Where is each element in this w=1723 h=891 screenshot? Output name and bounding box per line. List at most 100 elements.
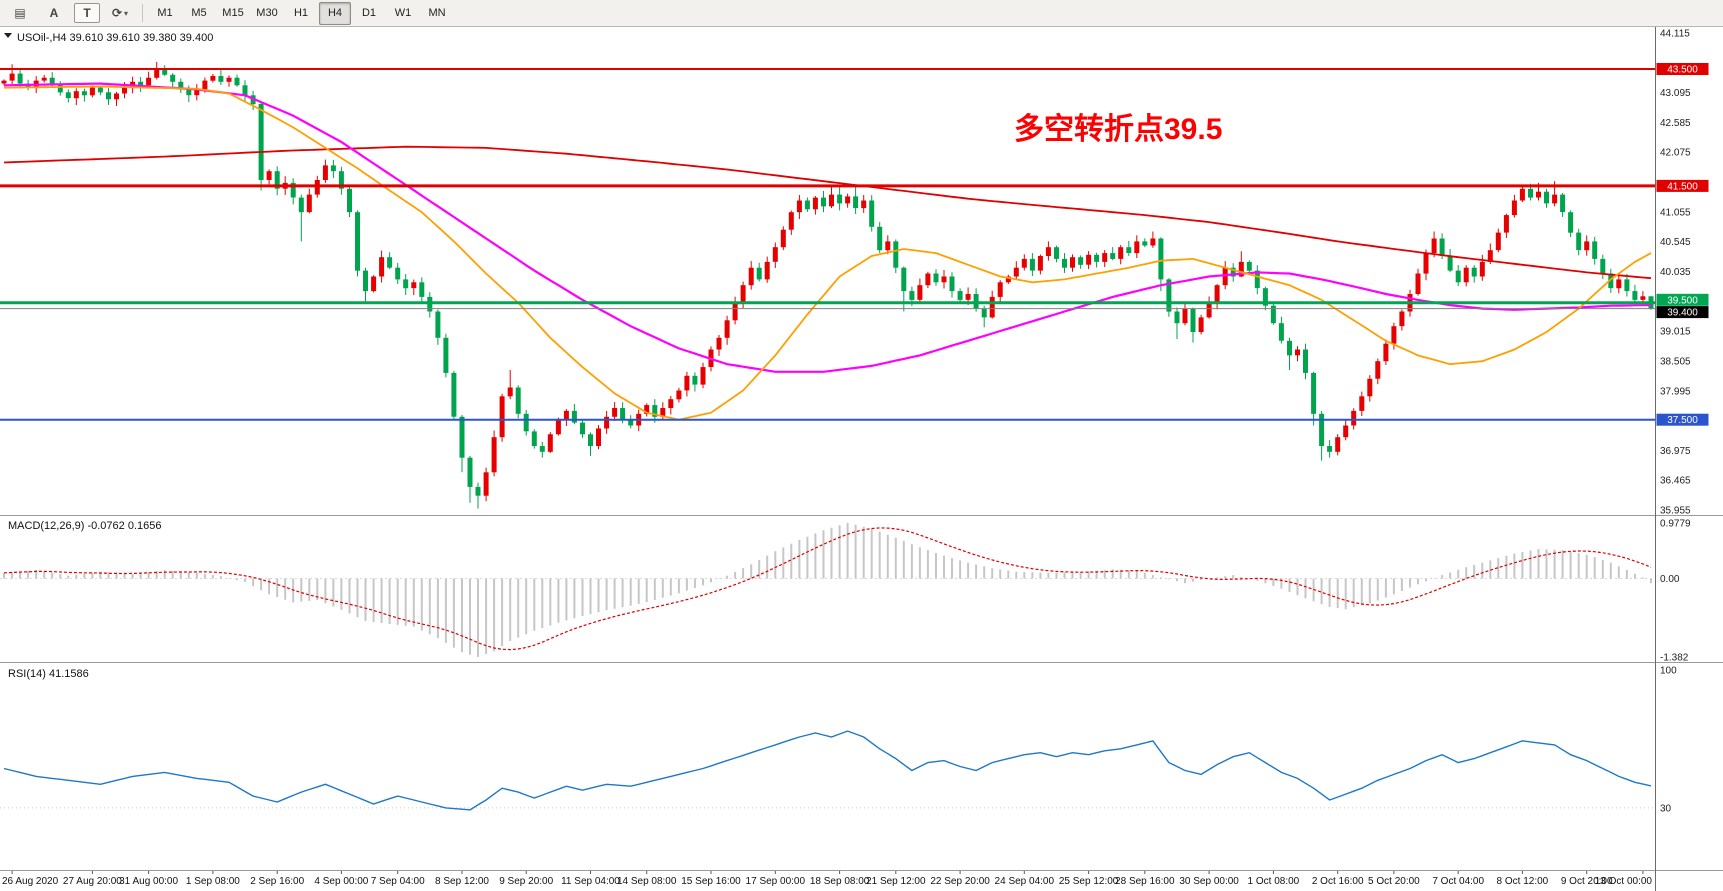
timeframe-button-group: M1 M5 M15 M30 H1 H4 D1 W1 MN — [149, 1, 453, 25]
price-axis[interactable] — [1655, 27, 1723, 891]
svg-text:-1.382: -1.382 — [1660, 653, 1689, 664]
chart-window: 44.115 43.095 42.585 42.075 41.055 40.545 40.0… — [0, 27, 1723, 891]
time-axis[interactable] — [0, 870, 1655, 891]
panel-splitter-rsi[interactable] — [0, 660, 1723, 666]
symbol-dropdown-icon[interactable] — [4, 33, 12, 38]
candles-layer — [1, 61, 1654, 509]
toolbar: ▤ A T ⟳ ▾ M1 M5 M15 M30 H1 H4 D1 W1 MN — [0, 0, 1723, 27]
svg-text:40.035: 40.035 — [1660, 267, 1691, 278]
svg-text:35.955: 35.955 — [1660, 506, 1691, 517]
svg-text:43.095: 43.095 — [1660, 88, 1691, 99]
toolbar-separator — [142, 4, 143, 22]
svg-text:43.500: 43.500 — [1667, 65, 1698, 76]
svg-text:40.545: 40.545 — [1660, 237, 1691, 248]
svg-text:4 Sep 00:00: 4 Sep 00:00 — [314, 876, 368, 887]
svg-text:22 Sep 20:00: 22 Sep 20:00 — [930, 876, 990, 887]
timeframe-button-M30[interactable]: M30 — [256, 7, 278, 19]
svg-text:41.055: 41.055 — [1660, 207, 1691, 218]
tool-button-charts-grid[interactable]: ▤ — [14, 6, 26, 20]
svg-text:26 Aug 2020: 26 Aug 2020 — [2, 876, 59, 887]
macd-panel-area[interactable] — [0, 519, 1655, 660]
svg-text:2 Oct 16:00: 2 Oct 16:00 — [1312, 876, 1364, 887]
main-chart-area[interactable] — [0, 27, 1655, 513]
svg-text:24 Sep 04:00: 24 Sep 04:00 — [995, 876, 1055, 887]
panel-splitter-macd[interactable] — [0, 513, 1723, 519]
toolbar-tools-group: ▤ A T ⟳ ▾ — [4, 2, 136, 25]
svg-text:13 Oct 00:00: 13 Oct 00:00 — [1595, 876, 1653, 887]
svg-text:0.9779: 0.9779 — [1660, 519, 1691, 530]
svg-text:7 Sep 04:00: 7 Sep 04:00 — [371, 876, 425, 887]
svg-text:17 Sep 00:00: 17 Sep 00:00 — [746, 876, 806, 887]
date-axis-labels: 26 Aug 2020 27 Aug 20:0031 Aug 00:00 1 Sep… — [2, 871, 1652, 887]
svg-text:31 Aug 00:00: 31 Aug 00:00 — [119, 876, 178, 887]
svg-text:8 Sep 12:00: 8 Sep 12:00 — [435, 876, 489, 887]
tool-button-refresh-cycle[interactable]: ⟳ ▾ — [111, 6, 129, 20]
rsi-label: RSI(14) 41.1586 — [8, 668, 89, 680]
rsi-line — [3, 730, 1652, 811]
svg-text:18 Sep 08:00: 18 Sep 08:00 — [810, 876, 870, 887]
ma-medium-line — [3, 82, 1652, 373]
timeframe-button-D1[interactable]: D1 — [361, 7, 377, 19]
macd-signal-line — [3, 527, 1652, 651]
timeframe-button-M15[interactable]: M15 — [222, 7, 244, 19]
rsi-panel-area[interactable] — [0, 666, 1655, 870]
moving-averages-layer — [3, 82, 1652, 421]
svg-text:39.400: 39.400 — [1667, 308, 1698, 319]
timeframe-button-M1[interactable]: M1 — [157, 7, 173, 19]
timeframe-button-M5[interactable]: M5 — [191, 7, 207, 19]
level-lines-layer — [0, 68, 1655, 421]
indicator-axis-labels: 0.9779 0.00 -1.382 100 30 — [1660, 519, 1691, 815]
ma-slow-line — [3, 145, 1652, 280]
svg-text:30: 30 — [1660, 803, 1672, 814]
price-badge-39.500 — [1656, 293, 1709, 306]
dropdown-arrow-icon: ▾ — [124, 8, 129, 18]
price-badge-41.500 — [1656, 179, 1709, 192]
price-axis-labels: 44.115 43.095 42.585 42.075 41.055 40.545 40.0… — [1656, 29, 1709, 517]
svg-text:39.015: 39.015 — [1660, 327, 1691, 338]
macd-label: MACD(12,26,9) -0.0762 0.1656 — [8, 520, 161, 532]
svg-text:9 Sep 20:00: 9 Sep 20:00 — [499, 876, 553, 887]
svg-text:44.115: 44.115 — [1660, 29, 1690, 40]
macd-histogram — [3, 522, 1652, 657]
svg-text:5 Oct 20:00: 5 Oct 20:00 — [1368, 876, 1420, 887]
tool-button-cursor-a[interactable]: A — [49, 6, 59, 20]
svg-text:42.585: 42.585 — [1660, 118, 1691, 129]
svg-text:41.500: 41.500 — [1667, 181, 1698, 192]
svg-text:15 Sep 16:00: 15 Sep 16:00 — [681, 876, 741, 887]
svg-text:25 Sep 12:00: 25 Sep 12:00 — [1059, 876, 1119, 887]
tool-button-text-tool[interactable]: T — [74, 3, 100, 23]
macd-layer — [0, 522, 1655, 657]
ma-fast-line — [3, 85, 1652, 421]
svg-text:39.500: 39.500 — [1667, 295, 1698, 306]
svg-text:7 Oct 04:00: 7 Oct 04:00 — [1432, 876, 1484, 887]
timeframe-button-H4[interactable]: H4 — [319, 1, 351, 25]
svg-text:38.505: 38.505 — [1660, 356, 1691, 367]
svg-text:8 Oct 12:00: 8 Oct 12:00 — [1497, 876, 1549, 887]
price-badge-43.500 — [1656, 63, 1709, 75]
rsi-layer — [0, 730, 1655, 811]
price-badge-39.400 — [1656, 306, 1709, 319]
timeframe-button-MN[interactable]: MN — [428, 7, 446, 19]
svg-text:0.00: 0.00 — [1660, 574, 1680, 585]
svg-text:37.995: 37.995 — [1660, 386, 1691, 397]
svg-text:36.465: 36.465 — [1660, 476, 1691, 487]
svg-text:42.075: 42.075 — [1660, 148, 1691, 159]
timeframe-button-H1[interactable]: H1 — [293, 7, 309, 19]
annotation-text: 多空转折点39.5 — [1014, 113, 1222, 146]
svg-text:21 Sep 12:00: 21 Sep 12:00 — [866, 876, 926, 887]
svg-text:100: 100 — [1660, 666, 1677, 677]
generated-chart: 44.115 43.095 42.585 42.075 41.055 40.545 40.0… — [0, 27, 1723, 891]
panel-borders — [0, 27, 1723, 891]
svg-text:37.500: 37.500 — [1667, 415, 1698, 426]
svg-text:14 Sep 08:00: 14 Sep 08:00 — [617, 876, 677, 887]
price-badge-37.500 — [1656, 413, 1709, 426]
svg-text:27 Aug 20:00: 27 Aug 20:00 — [63, 876, 122, 887]
svg-text:36.975: 36.975 — [1660, 446, 1691, 457]
timeframe-button-W1[interactable]: W1 — [394, 7, 412, 19]
chart-title: USOil-,H4 39.610 39.610 39.380 39.400 — [17, 32, 213, 44]
svg-text:2 Sep 16:00: 2 Sep 16:00 — [250, 876, 304, 887]
svg-text:11 Sep 04:00: 11 Sep 04:00 — [561, 876, 620, 887]
svg-text:9 Oct 20:00: 9 Oct 20:00 — [1561, 876, 1613, 887]
svg-text:1 Oct 08:00: 1 Oct 08:00 — [1248, 876, 1300, 887]
svg-text:28 Sep 16:00: 28 Sep 16:00 — [1115, 876, 1175, 887]
